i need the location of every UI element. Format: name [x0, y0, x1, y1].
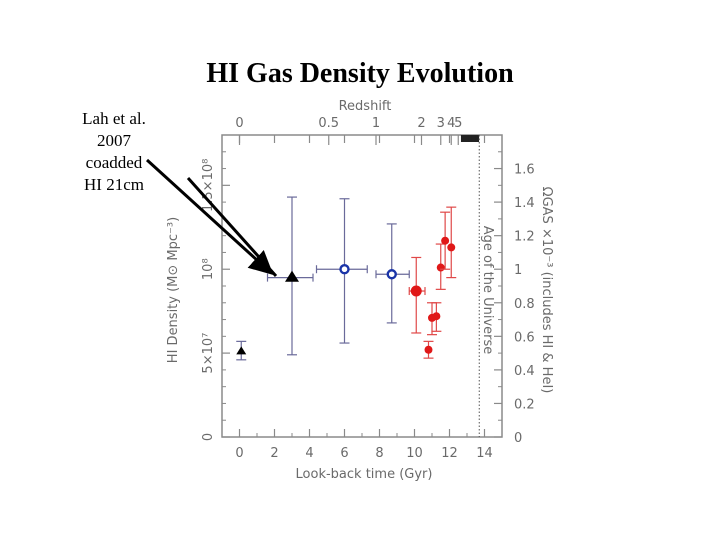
data-point: [431, 302, 442, 332]
open-circle-marker: [386, 269, 397, 280]
filled-circle-marker: [447, 243, 456, 252]
annotation-line-1: Lah et al.: [82, 109, 146, 128]
redshift-tick-label: 0.5: [318, 116, 339, 131]
y-axis-label: HI Density (M⊙ Mpc⁻³): [166, 217, 181, 363]
annotation-line-4: HI 21cm: [84, 175, 144, 194]
plot-frame: [221, 134, 503, 438]
redshift-tick-label: 1: [372, 116, 380, 131]
data-point: [435, 243, 446, 290]
slide-title: HI Gas Density Evolution: [206, 58, 514, 89]
top-axis-label: Redshift: [339, 99, 392, 114]
data-point: [408, 256, 426, 334]
axis-ticks: 0 2 4 6 8 10 12 1405×10⁷10⁸1.5×10⁸00.20.40.60.8…: [201, 116, 535, 461]
triangle-marker: [236, 346, 247, 355]
data-point: [236, 340, 247, 361]
data-point: [375, 223, 410, 324]
right-tick-label: 0.4: [514, 364, 535, 379]
x-axis-label: Look-back time (Gyr): [296, 467, 433, 482]
pointer-arrow-left: [145, 158, 274, 276]
x-tick-label: 0: [235, 446, 243, 461]
x-tick-label: 14: [476, 446, 493, 461]
right-tick-label: 1.6: [514, 163, 535, 178]
right-tick-label: 0.6: [514, 330, 535, 345]
x-tick-label: 6: [340, 446, 348, 461]
data-point: [423, 340, 434, 359]
filled-circle-marker: [432, 312, 441, 321]
x-tick-label: 12: [441, 446, 458, 461]
redshift-tick-label: 0: [235, 116, 243, 131]
y-tick-label: 0: [201, 433, 216, 441]
right-axis-label: ΩGAS ×10⁻³ (includes HI & HeI): [539, 187, 554, 394]
y-tick-label: 1.5×10⁸: [201, 159, 216, 212]
y-tick-label: 5×10⁷: [201, 333, 216, 374]
redshift-tick-label: 2: [417, 116, 425, 131]
annotation-line-3: coadded: [85, 153, 143, 172]
x-tick-label: 4: [305, 446, 313, 461]
redshift-tick-label: 3: [437, 116, 445, 131]
pointer-arrow-right: [186, 176, 278, 278]
annotation-line-2: 2007: [97, 131, 131, 150]
data-point: [266, 196, 314, 356]
right-tick-label: 0.8: [514, 297, 535, 312]
age-of-universe-label: Age of the Universe: [480, 226, 495, 355]
data-point: [315, 198, 368, 344]
filled-circle-marker: [410, 285, 422, 297]
open-circle-marker: [339, 264, 350, 275]
data-point: [446, 206, 457, 279]
x-tick-label: 8: [375, 446, 383, 461]
annotation-label: Lah et al. 2007 coadded HI 21cm: [62, 108, 166, 196]
x-tick-label: 10: [406, 446, 423, 461]
redshift-tick-label: 4: [447, 116, 455, 131]
x-tick-label: 2: [270, 446, 278, 461]
right-tick-label: 1: [514, 263, 522, 278]
right-tick-label: 0.2: [514, 397, 535, 412]
filled-circle-marker: [436, 263, 445, 272]
redshift-tick-label: 5: [454, 116, 462, 131]
right-tick-label: 1.4: [514, 196, 535, 211]
triangle-marker: [285, 270, 299, 282]
data-point: [440, 211, 451, 270]
right-tick-label: 1.2: [514, 230, 535, 245]
data-series: [236, 196, 457, 361]
y-tick-label: 10⁸: [201, 258, 216, 280]
filled-circle-marker: [424, 345, 433, 354]
right-tick-label: 0: [514, 431, 522, 446]
filled-circle-marker: [441, 236, 450, 245]
